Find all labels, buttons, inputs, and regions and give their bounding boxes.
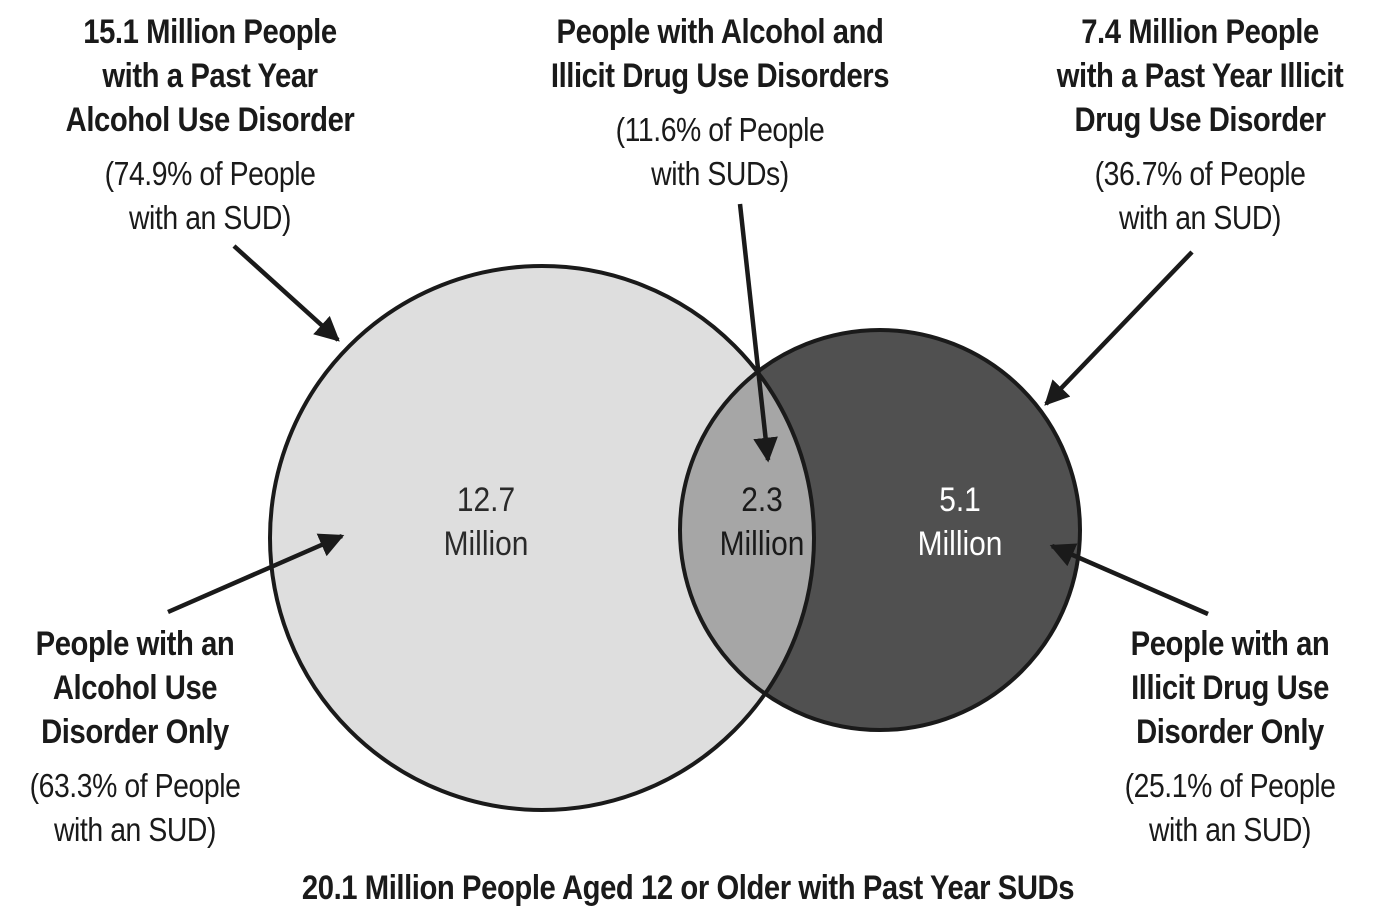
illicit-only-line-1: People with an	[1130, 625, 1330, 663]
both-line-2: Illicit Drug Use Disorders	[550, 57, 890, 95]
illicit-only-line-3: Disorder Only	[1136, 713, 1324, 751]
arrow-alcohol-total	[232, 244, 340, 342]
alcohol-only-line-2: Alcohol Use	[52, 669, 218, 707]
figure-caption: 20.1 Million People Aged 12 or Older wit…	[172, 866, 1204, 910]
both-pct-1: (11.6% of People	[615, 111, 825, 148]
overlap-region	[680, 330, 814, 730]
alcohol-total-line-3: Alcohol Use Disorder	[65, 101, 355, 139]
alcohol-circle-outline	[268, 264, 816, 812]
illicit-only-label: People with an Illicit Drug Use Disorder…	[1080, 622, 1377, 852]
overlap-unit: Million	[719, 525, 805, 563]
alcohol-only-pct-2: with an SUD)	[53, 811, 217, 848]
alcohol-only-value: 12.7 Million	[433, 478, 539, 566]
alcohol-only-pct-1: (63.3% of People	[29, 767, 241, 804]
illicit-total-pct-1: (36.7% of People	[1094, 155, 1306, 192]
illicit-total-line-3: Drug Use Disorder	[1074, 101, 1326, 139]
alcohol-total-line-1: 15.1 Million People	[83, 13, 337, 51]
arrow-illicit-total	[1044, 250, 1194, 406]
illicit-total-line-1: 7.4 Million People	[1081, 13, 1319, 51]
overlap-number: 2.3	[741, 481, 783, 519]
alcohol-total-pct-1: (74.9% of People	[104, 155, 316, 192]
alcohol-only-number: 12.7	[456, 481, 516, 519]
illicit-only-value: 5.1 Million	[907, 478, 1013, 566]
illicit-only-number: 5.1	[939, 481, 981, 519]
alcohol-total-label: 15.1 Million People with a Past Year Alc…	[47, 10, 374, 240]
alcohol-total-pct-2: with an SUD)	[128, 199, 292, 236]
illicit-circle-outline	[678, 328, 1082, 732]
alcohol-only-unit: Million	[443, 525, 529, 563]
alcohol-total-line-2: with a Past Year	[102, 57, 318, 95]
illicit-total-line-2: with a Past Year Illicit	[1056, 57, 1344, 95]
alcohol-only-line-1: People with an	[35, 625, 235, 663]
illicit-total-pct-2: with an SUD)	[1118, 199, 1282, 236]
caption-text: 20.1 Million People Aged 12 or Older wit…	[301, 869, 1075, 907]
overlap-value: 2.3 Million	[709, 478, 815, 566]
both-line-1: People with Alcohol and	[556, 13, 884, 51]
both-disorders-label: People with Alcohol and Illicit Drug Use…	[522, 10, 918, 196]
arrow-both	[737, 203, 778, 463]
alcohol-use-disorder-circle	[270, 266, 814, 810]
alcohol-only-label: People with an Alcohol Use Disorder Only…	[0, 622, 286, 852]
illicit-only-line-2: Illicit Drug Use	[1131, 669, 1329, 707]
illicit-only-unit: Million	[917, 525, 1003, 563]
illicit-total-label: 7.4 Million People with a Past Year Illi…	[1037, 10, 1364, 240]
arrow-alcohol-only	[167, 533, 345, 615]
arrow-illicit-only	[1049, 543, 1209, 617]
illicit-only-pct-1: (25.1% of People	[1124, 767, 1336, 804]
alcohol-only-line-3: Disorder Only	[41, 713, 229, 751]
both-pct-2: with SUDs)	[651, 155, 789, 192]
illicit-only-pct-2: with an SUD)	[1148, 811, 1312, 848]
